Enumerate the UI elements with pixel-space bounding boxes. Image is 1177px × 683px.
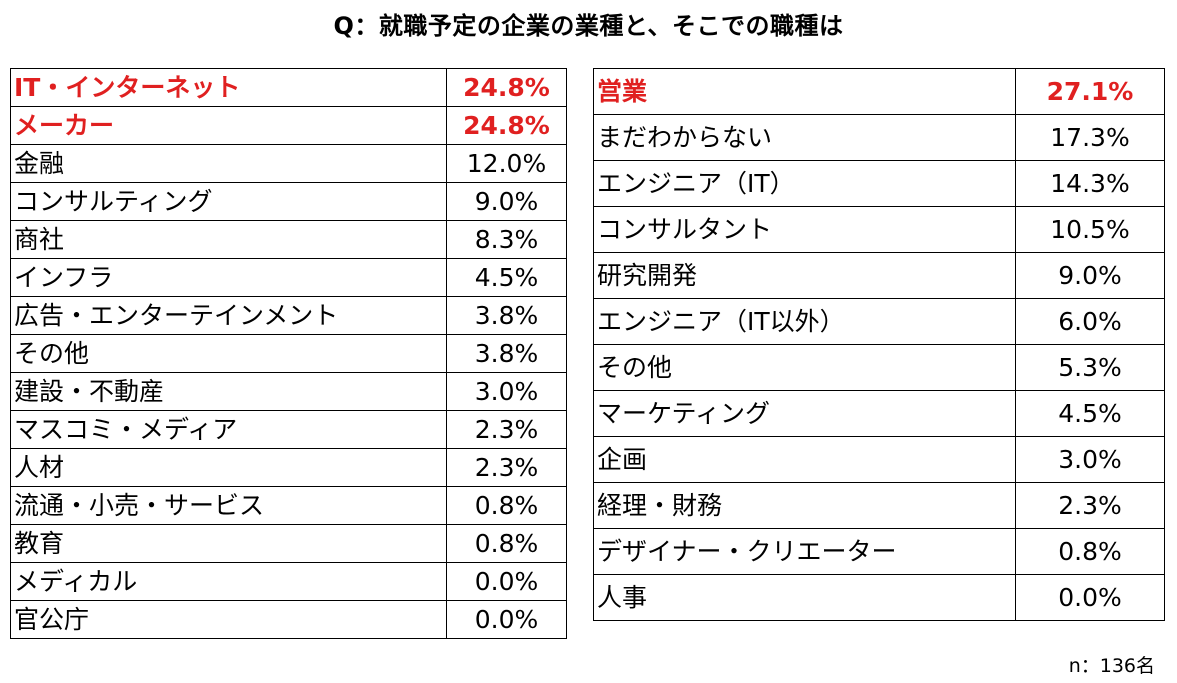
chart-title: Q：就職予定の企業の業種と、そこでの職種は — [333, 12, 844, 40]
industry-value: 0.8% — [446, 524, 567, 563]
industry-label: マスコミ・メディア — [10, 410, 447, 449]
industry-label: コンサルティング — [10, 182, 447, 221]
job-type-row: エンジニア（IT以外） 6.0% — [593, 298, 1165, 345]
job-type-row: まだわからない 17.3% — [593, 114, 1165, 161]
job-type-label: マーケティング — [593, 390, 1016, 437]
industry-label: IT・インターネット — [10, 68, 447, 107]
job-type-row: 人事 0.0% — [593, 574, 1165, 621]
industry-value: 3.0% — [446, 372, 567, 411]
job-type-label: まだわからない — [593, 114, 1016, 161]
industry-row: 官公庁 0.0% — [10, 600, 567, 639]
job-type-label: 研究開発 — [593, 252, 1016, 299]
job-type-value: 4.5% — [1015, 390, 1165, 437]
job-type-label: エンジニア（IT以外） — [593, 298, 1016, 345]
job-type-label: コンサルタント — [593, 206, 1016, 253]
industry-row: コンサルティング 9.0% — [10, 182, 567, 221]
job-type-row: その他 5.3% — [593, 344, 1165, 391]
job-type-label: 営業 — [593, 68, 1016, 115]
industry-table-body: IT・インターネット 24.8% メーカー 24.8% 金融 12.0% コンサルティング 9… — [10, 68, 567, 639]
industry-label: 広告・エンターテインメント — [10, 296, 447, 335]
job-type-value: 5.3% — [1015, 344, 1165, 391]
job-type-value: 0.8% — [1015, 528, 1165, 575]
job-type-row: エンジニア（IT） 14.3% — [593, 160, 1165, 207]
industry-value: 0.0% — [446, 562, 567, 601]
industry-row: 商社 8.3% — [10, 220, 567, 259]
industry-label: その他 — [10, 334, 447, 373]
job-type-row: 研究開発 9.0% — [593, 252, 1165, 299]
job-type-value: 6.0% — [1015, 298, 1165, 345]
industry-value: 3.8% — [446, 296, 567, 335]
job-type-row: コンサルタント 10.5% — [593, 206, 1165, 253]
industry-row: メディカル 0.0% — [10, 562, 567, 601]
industry-value: 0.0% — [446, 600, 567, 639]
industry-label: メーカー — [10, 106, 447, 145]
job-type-row: 企画 3.0% — [593, 436, 1165, 483]
job-type-value: 9.0% — [1015, 252, 1165, 299]
job-type-label: 人事 — [593, 574, 1016, 621]
industry-row: 流通・小売・サービス 0.8% — [10, 486, 567, 525]
industry-label: インフラ — [10, 258, 447, 297]
industry-value: 0.8% — [446, 486, 567, 525]
job-type-value: 3.0% — [1015, 436, 1165, 483]
industry-label: 官公庁 — [10, 600, 447, 639]
job-type-label: エンジニア（IT） — [593, 160, 1016, 207]
industry-row: その他 3.8% — [10, 334, 567, 373]
job-type-row: 経理・財務 2.3% — [593, 482, 1165, 529]
job-type-value: 14.3% — [1015, 160, 1165, 207]
industry-label: 金融 — [10, 144, 447, 183]
industry-value: 2.3% — [446, 448, 567, 487]
industry-value: 24.8% — [446, 106, 567, 145]
industry-row: インフラ 4.5% — [10, 258, 567, 297]
job-type-label: 企画 — [593, 436, 1016, 483]
industry-label: メディカル — [10, 562, 447, 601]
job-type-value: 10.5% — [1015, 206, 1165, 253]
industry-value: 8.3% — [446, 220, 567, 259]
job-type-value: 27.1% — [1015, 68, 1165, 115]
industry-label: 商社 — [10, 220, 447, 259]
industry-value: 3.8% — [446, 334, 567, 373]
industry-label: 教育 — [10, 524, 447, 563]
industry-row: 広告・エンターテインメント 3.8% — [10, 296, 567, 335]
industry-row: IT・インターネット 24.8% — [10, 68, 567, 107]
industry-row: 金融 12.0% — [10, 144, 567, 183]
industry-value: 2.3% — [446, 410, 567, 449]
job-type-value: 2.3% — [1015, 482, 1165, 529]
industry-value: 12.0% — [446, 144, 567, 183]
job-type-table-body: 営業 27.1% まだわからない 17.3% エンジニア（IT） 14.3% コンサルタント… — [593, 68, 1165, 621]
job-type-label: その他 — [593, 344, 1016, 391]
job-type-row: 営業 27.1% — [593, 68, 1165, 115]
industry-row: メーカー 24.8% — [10, 106, 567, 145]
job-type-row: デザイナー・クリエーター 0.8% — [593, 528, 1165, 575]
industry-row: 教育 0.8% — [10, 524, 567, 563]
sample-size-note: n：136名 — [1068, 655, 1155, 677]
industry-label: 流通・小売・サービス — [10, 486, 447, 525]
industry-label: 建設・不動産 — [10, 372, 447, 411]
industry-value: 9.0% — [446, 182, 567, 221]
job-type-label: デザイナー・クリエーター — [593, 528, 1016, 575]
industry-value: 24.8% — [446, 68, 567, 107]
industry-value: 4.5% — [446, 258, 567, 297]
industry-label: 人材 — [10, 448, 447, 487]
industry-row: マスコミ・メディア 2.3% — [10, 410, 567, 449]
job-type-label: 経理・財務 — [593, 482, 1016, 529]
industry-table: IT・インターネット 24.8% メーカー 24.8% 金融 12.0% コンサルティング 9… — [10, 68, 567, 639]
job-type-value: 0.0% — [1015, 574, 1165, 621]
industry-row: 建設・不動産 3.0% — [10, 372, 567, 411]
industry-row: 人材 2.3% — [10, 448, 567, 487]
job-type-row: マーケティング 4.5% — [593, 390, 1165, 437]
job-type-value: 17.3% — [1015, 114, 1165, 161]
job-type-table: 営業 27.1% まだわからない 17.3% エンジニア（IT） 14.3% コンサルタント… — [593, 68, 1165, 621]
